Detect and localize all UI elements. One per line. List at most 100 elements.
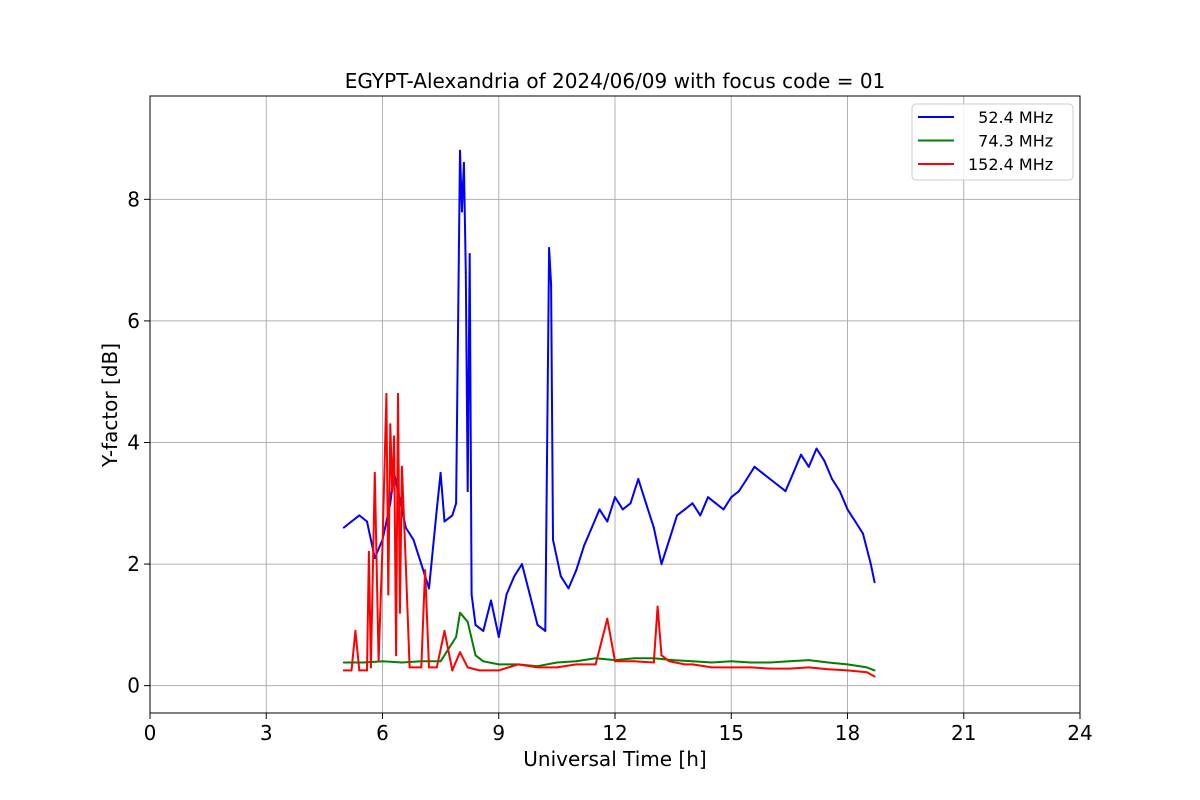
series-0-point <box>521 563 523 566</box>
series-1-point <box>482 660 485 663</box>
series-1-point <box>497 663 500 666</box>
series-0-point <box>428 587 430 590</box>
series-2-point <box>459 651 461 654</box>
series-1-point <box>788 660 791 663</box>
series-1-point <box>439 660 442 663</box>
y-tick-label: 0 <box>127 674 140 698</box>
series-0-point <box>854 520 857 523</box>
series-2-point <box>389 423 392 426</box>
series-1-point <box>865 666 868 669</box>
series-0-point <box>831 478 833 480</box>
series-0-point <box>455 502 458 505</box>
series-0-point <box>784 490 787 493</box>
series-0-point <box>342 526 345 529</box>
series-2-point <box>398 611 401 614</box>
series-line-0 <box>343 149 876 638</box>
series-2-point <box>381 544 384 547</box>
y-tick-label: 2 <box>127 552 140 576</box>
series-0-point <box>420 563 423 566</box>
x-tick-label: 9 <box>492 721 505 745</box>
series-0-point <box>559 575 562 578</box>
series-2-point <box>342 669 345 672</box>
series-0-point <box>668 538 671 541</box>
series-0-point <box>366 520 368 523</box>
series-0-point <box>606 520 609 523</box>
series-0-point <box>683 508 686 511</box>
series-0-point <box>652 526 655 529</box>
series-0-point <box>462 161 465 164</box>
series-0-point <box>761 471 764 474</box>
series-0-point <box>722 508 725 511</box>
series-2-point <box>420 666 423 669</box>
series-1-point <box>400 661 403 664</box>
series-2-point <box>846 669 849 672</box>
series-2-point <box>536 666 539 669</box>
series-0-point <box>505 593 508 596</box>
series-0-point <box>590 526 593 529</box>
legend-box <box>911 103 1074 181</box>
series-0-point <box>769 478 771 480</box>
series-2-point <box>395 654 398 657</box>
series-2-point <box>393 435 396 438</box>
x-axis-label: Universal Time [h] <box>523 747 706 771</box>
series-1-point <box>362 661 365 664</box>
series-0-point <box>412 538 415 541</box>
series-0-point <box>823 459 826 462</box>
series-0-point <box>714 502 717 505</box>
series-0-point <box>552 538 554 541</box>
series-1-point <box>459 611 461 614</box>
series-0-point <box>873 581 876 584</box>
series-0-point <box>550 283 553 286</box>
series-2-point <box>614 660 616 663</box>
chart-title: EGYPT-Alexandria of 2024/06/09 with focu… <box>345 69 886 93</box>
series-0-point <box>792 471 795 474</box>
series-0-point <box>460 210 463 213</box>
series-2-point <box>443 629 446 632</box>
series-1-point <box>474 654 477 657</box>
series-0-point <box>621 508 624 511</box>
x-tick-label: 6 <box>376 721 389 745</box>
legend: 52.4 MHz 74.3 MHz 152.4 MHz <box>911 103 1074 181</box>
series-line-1 <box>343 611 875 672</box>
series-2-point <box>466 666 469 669</box>
series-0-point <box>738 490 740 493</box>
series-0-point <box>846 508 849 511</box>
series-0-point <box>676 514 678 517</box>
x-tick-label: 21 <box>951 721 976 745</box>
series-0-point <box>699 514 702 517</box>
series-1-point <box>749 661 752 664</box>
x-tick-label: 0 <box>144 721 157 745</box>
series-2-point <box>451 669 454 672</box>
series-0-point <box>753 465 756 468</box>
series-2-point <box>656 605 659 608</box>
series-2-point <box>730 666 733 669</box>
series-0-point <box>637 478 640 480</box>
series-2-point <box>683 663 686 666</box>
series-2-point <box>827 668 830 671</box>
series-1-point <box>730 660 733 663</box>
series-0-point <box>707 496 709 499</box>
series-0-point <box>598 508 601 511</box>
series-2-point <box>606 617 609 620</box>
series-2-point <box>710 666 713 669</box>
series-0-point <box>451 514 454 517</box>
series-0-point <box>629 502 632 505</box>
series-0-point <box>544 629 547 632</box>
series-0-point <box>435 508 438 511</box>
series-0-point <box>862 532 864 535</box>
y-tick-label: 6 <box>127 309 140 333</box>
series-1-point <box>455 636 458 638</box>
series-2-point <box>408 666 411 669</box>
series-2-point <box>385 392 388 395</box>
x-tick-label: 18 <box>835 721 860 745</box>
legend-label-1: 74.3 MHz <box>968 132 1053 151</box>
series-2-point <box>400 465 403 468</box>
series-1-point <box>691 660 694 663</box>
series-1-point <box>466 620 469 623</box>
series-2-point <box>769 667 771 670</box>
series-0-point <box>528 593 531 596</box>
series-1-point <box>381 660 384 663</box>
series-2-point <box>633 660 636 663</box>
series-2-point <box>788 667 791 670</box>
series-1-point <box>846 663 849 666</box>
